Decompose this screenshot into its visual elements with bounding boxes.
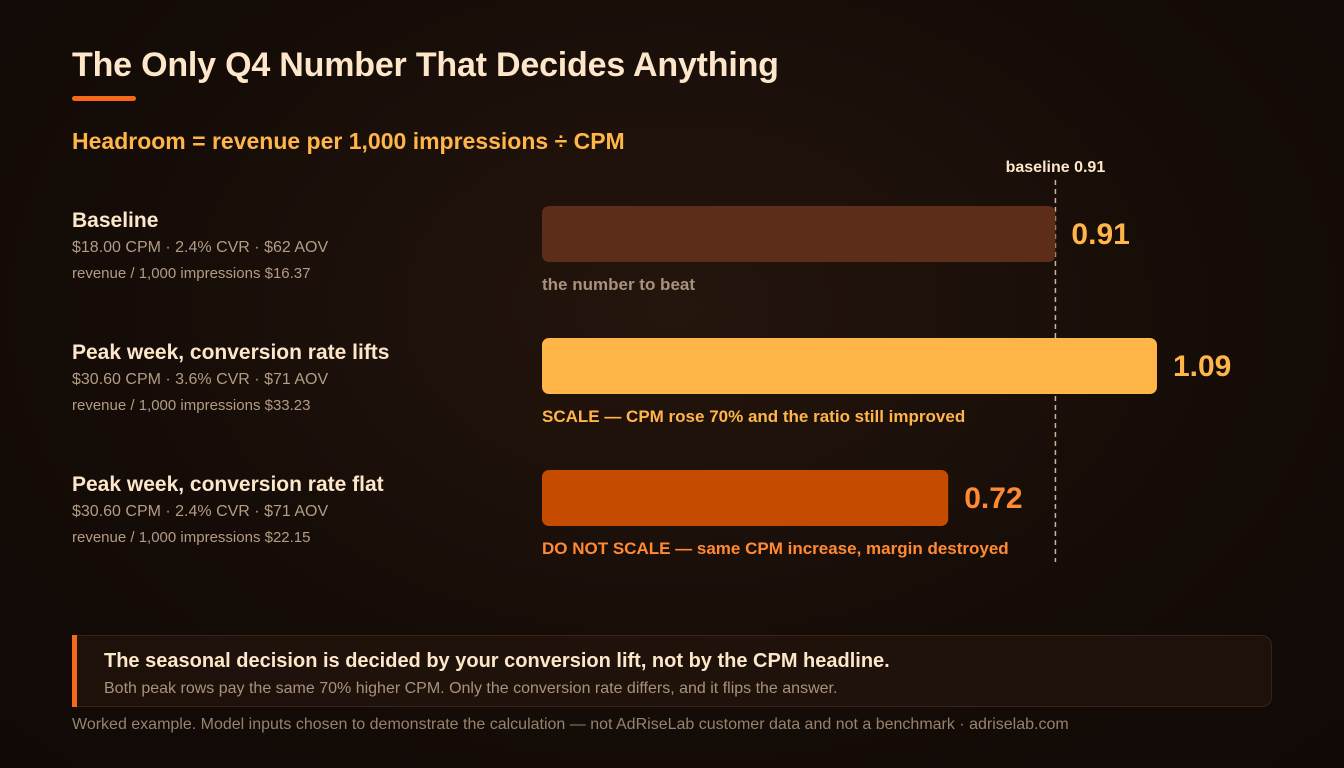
- headroom-bar-chart: baseline 0.91 0.91 the number to beat 1.09 S…: [542, 159, 1231, 562]
- row-detail: $18.00 CPM · 2.4% CVR · $62 AOV: [72, 239, 329, 256]
- footer-note: Worked example. Model inputs chosen to d…: [72, 716, 1069, 733]
- baseline-reference-label: baseline 0.91: [1006, 159, 1106, 176]
- row-label-peak-lift: Peak week, conversion rate lifts $30.60 …: [72, 340, 512, 416]
- bar-annotation-peak-lift: SCALE — CPM rose 70% and the ratio still…: [542, 407, 965, 426]
- bar-annotation-peak-flat: DO NOT SCALE — same CPM increase, margin…: [542, 539, 1009, 558]
- decision-callout: The seasonal decision is decided by your…: [72, 635, 1272, 707]
- bar-peak-flat: [542, 470, 949, 526]
- callout-headline: The seasonal decision is decided by your…: [104, 650, 890, 672]
- bar-annotation-baseline: the number to beat: [542, 275, 695, 294]
- row-revenue: revenue / 1,000 impressions $16.37: [72, 265, 311, 282]
- bar-peak-lift: [542, 338, 1157, 394]
- title-underline: [72, 96, 136, 101]
- row-label-peak-flat: Peak week, conversion rate flat $30.60 C…: [72, 472, 512, 548]
- row-detail: $30.60 CPM · 2.4% CVR · $71 AOV: [72, 503, 329, 520]
- row-revenue: revenue / 1,000 impressions $22.15: [72, 529, 311, 546]
- callout-body: Both peak rows pay the same 70% higher C…: [104, 680, 838, 697]
- row-detail: $30.60 CPM · 3.6% CVR · $71 AOV: [72, 371, 329, 388]
- page-title: The Only Q4 Number That Decides Anything: [72, 46, 779, 84]
- row-name: Baseline: [72, 209, 159, 232]
- chart-subtitle: Headroom = revenue per 1,000 impressions…: [72, 128, 625, 154]
- row-label-baseline: Baseline $18.00 CPM · 2.4% CVR · $62 AOV…: [72, 208, 512, 284]
- bar-value-label-peak-lift: 1.09: [1173, 350, 1231, 383]
- callout-accent-bar: [72, 635, 77, 707]
- bar-baseline: [542, 206, 1056, 262]
- row-name: Peak week, conversion rate lifts: [72, 341, 390, 364]
- bar-value-label-peak-flat: 0.72: [964, 482, 1022, 515]
- bar-value-label-baseline: 0.91: [1071, 218, 1129, 251]
- row-revenue: revenue / 1,000 impressions $33.23: [72, 397, 311, 414]
- row-name: Peak week, conversion rate flat: [72, 473, 384, 496]
